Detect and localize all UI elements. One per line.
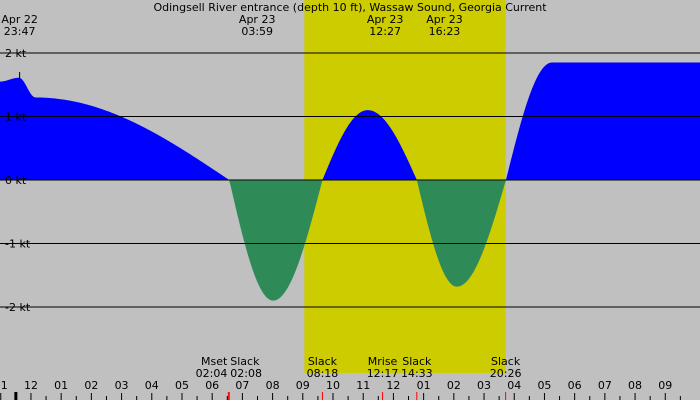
hour-tick-label: 10 [326,379,340,392]
hour-tick-label: 11 [0,379,8,392]
event-time-label: 02:04 [196,367,228,380]
event-name-label: Slack [230,355,260,368]
hour-tick-label: 05 [175,379,189,392]
event-name-label: Slack [402,355,432,368]
top-time-label: 03:59 [241,25,273,38]
event-name-label: Mrise [368,355,398,368]
chart-title: Odingsell River entrance (depth 10 ft), … [153,1,547,14]
hour-tick-label: 02 [447,379,461,392]
top-time-label: 23:47 [4,25,36,38]
hour-tick-label: 04 [145,379,159,392]
hour-tick-label: 11 [356,379,370,392]
hour-tick-label: 12 [386,379,400,392]
event-time-label: 20:26 [490,367,522,380]
top-date-label: Apr 23 [426,13,463,26]
hour-tick-label: 07 [235,379,249,392]
event-name-label: Mset [201,355,228,368]
event-name-label: Slack [491,355,521,368]
hour-tick-label: 07 [598,379,612,392]
event-time-label: 08:18 [307,367,339,380]
hour-tick-label: 01 [54,379,68,392]
top-time-label: 16:23 [429,25,461,38]
event-name-label: Slack [308,355,338,368]
top-date-label: Apr 23 [367,13,404,26]
hour-tick-label: 04 [507,379,521,392]
hour-tick-label: 08 [266,379,280,392]
hour-tick-label: 01 [417,379,431,392]
hour-tick-label: 12 [24,379,38,392]
event-time-label: 12:17 [367,367,399,380]
top-date-label: Apr 22 [1,13,38,26]
hour-tick-label: 03 [477,379,491,392]
hour-tick-label: 08 [628,379,642,392]
top-time-label: 12:27 [369,25,401,38]
hour-tick-label: 06 [568,379,582,392]
flood-current-area [0,62,700,180]
hour-tick-label: 09 [658,379,672,392]
hour-tick-label: 05 [537,379,551,392]
event-time-label: 02:08 [230,367,262,380]
hour-tick-label: 02 [84,379,98,392]
event-time-label: 14:33 [401,367,433,380]
hour-tick-label: 09 [296,379,310,392]
hour-tick-label: 06 [205,379,219,392]
hour-tick-label: 03 [115,379,129,392]
top-date-label: Apr 23 [239,13,276,26]
